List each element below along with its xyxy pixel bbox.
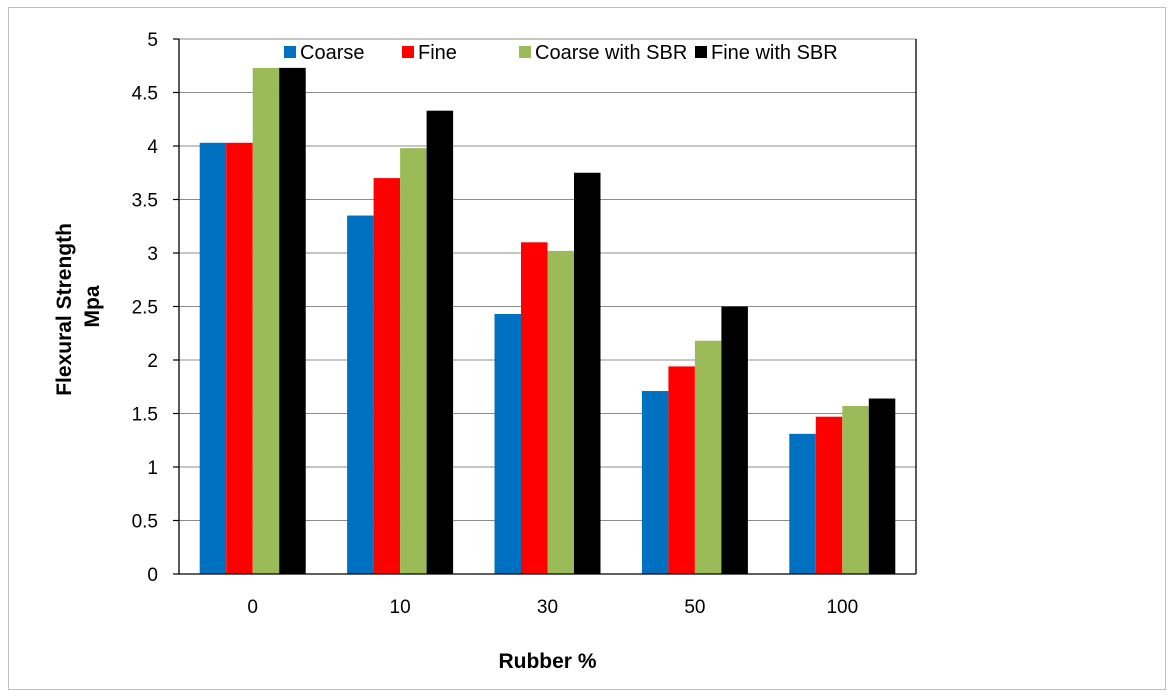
bar-fine-with-sbr-10 [426,110,454,574]
y-axis-title-line-2: Mpa [81,285,104,327]
y-tick-label: 4.5 [132,84,158,105]
bar-fine-with-sbr-50 [721,306,748,574]
y-tick-label: 2 [147,351,158,372]
axes [173,38,917,575]
y-axis-title-line-1: Flexural Strength [53,223,76,396]
legend: Coarse Fine Coarse with SBR Fine with SBR [284,42,838,64]
x-tick-label: 0 [247,597,258,618]
bar-coarse-50 [641,391,669,574]
legend-swatch [284,46,296,58]
x-tick-label: 30 [537,597,558,618]
legend-label: Fine [418,42,457,64]
legend-swatch [695,46,707,58]
legend-swatch [402,46,414,58]
bar-fine-with-sbr-100 [868,398,896,574]
bar-coarse-with-sbr-10 [400,148,427,574]
x-tick-labels: 0 10 30 50 100 [247,597,858,618]
bar-fine-100 [815,416,843,574]
bar-coarse-100 [789,433,816,574]
y-tick-label: 2.5 [132,298,158,319]
bar-coarse-with-sbr-30 [547,250,574,575]
y-tick-label: 1 [147,458,158,479]
legend-label: Coarse with SBR [535,42,687,64]
bar-fine-30 [521,242,548,575]
bar-fine-10 [373,178,401,574]
bar-fine-0 [226,142,253,575]
legend-label: Fine with SBR [711,42,838,64]
bar-fine-with-sbr-0 [279,67,306,574]
bar-fine-with-sbr-30 [574,172,601,574]
y-tick-label: 5 [147,30,158,51]
bar-coarse-with-sbr-50 [694,340,722,574]
legend-swatch [519,46,531,58]
bar-coarse-with-sbr-0 [252,67,280,574]
x-tick-label: 10 [390,597,411,618]
x-axis-title: Rubber % [498,650,596,673]
legend-label: Coarse [300,42,364,64]
y-tick-label: 3 [147,244,158,265]
bar-coarse-30 [494,313,521,574]
y-tick-label: 0 [147,565,158,586]
y-tick-label: 3.5 [132,191,158,212]
bar-coarse-with-sbr-100 [842,406,869,574]
bar-coarse-0 [199,142,227,575]
y-axis-title: Flexural Strength Mpa [53,217,104,396]
x-tick-label: 100 [826,597,858,618]
x-tick-label: 50 [684,597,705,618]
y-tick-labels: 0 0.5 1 1.5 2 2.5 3 3.5 4 4.5 5 [132,30,159,586]
bars [199,67,896,575]
bar-coarse-10 [347,215,374,575]
y-tick-label: 4 [147,137,158,158]
y-tick-label: 0.5 [132,512,158,533]
bar-fine-50 [668,366,695,574]
y-tick-label: 1.5 [132,405,158,426]
